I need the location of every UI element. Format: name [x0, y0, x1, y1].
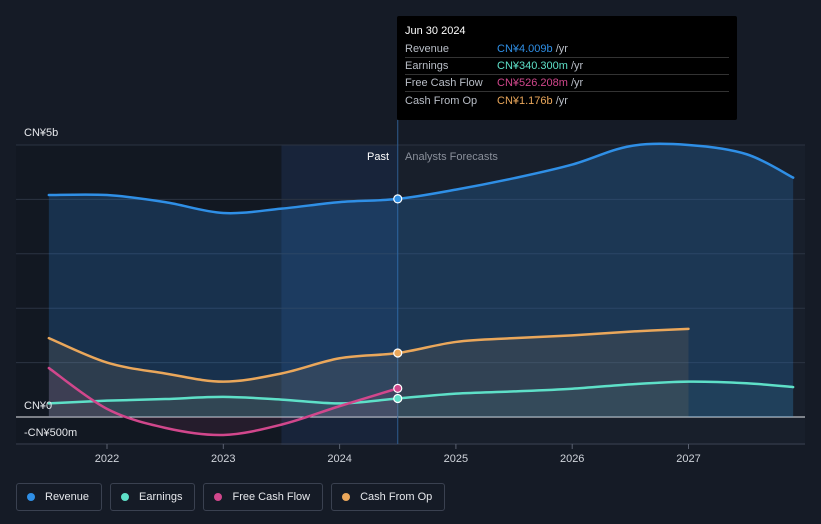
- x-tick-label: 2023: [211, 453, 235, 465]
- legend-item-earnings[interactable]: Earnings: [110, 483, 196, 511]
- free-cash-flow-marker: [393, 383, 403, 393]
- tooltip-label: Revenue: [405, 43, 450, 55]
- free-cash-flow-area: [48, 368, 398, 436]
- revenue-line: [47, 142, 795, 215]
- earnings-line: [47, 380, 795, 405]
- y-label-top: CN¥5b: [24, 127, 58, 139]
- legend-label: Cash From Op: [360, 491, 433, 503]
- tooltip-date: Jun 30 2024: [405, 25, 466, 37]
- forecast-label: Analysts Forecasts: [405, 151, 498, 163]
- past-label: Past: [367, 151, 389, 163]
- tooltip-row-fcf: Free Cash Flow CN¥526.208m /yr: [405, 74, 729, 92]
- x-tick-label: 2025: [444, 453, 468, 465]
- legend-item-cash-from-op[interactable]: Cash From Op: [331, 483, 446, 511]
- x-tick-label: 2024: [327, 453, 351, 465]
- legend-item-free-cash-flow[interactable]: Free Cash Flow: [203, 483, 324, 511]
- earnings-area: [48, 381, 794, 417]
- revenue-dot-icon: [27, 493, 35, 501]
- tooltip-row-revenue: Revenue CN¥4.009b /yr: [405, 40, 729, 58]
- cash-from-op-dot-icon: [342, 493, 351, 501]
- tooltip-row-cfo: Cash From Op CN¥1.176b /yr: [405, 92, 729, 109]
- legend: Revenue Earnings Free Cash Flow Cash Fro…: [16, 483, 446, 511]
- tooltip-row-earnings: Earnings CN¥340.300m /yr: [405, 57, 729, 75]
- y-label-zero: CN¥0: [24, 400, 52, 412]
- tooltip-value: CN¥526.208m /yr: [497, 77, 584, 89]
- legend-item-revenue[interactable]: Revenue: [16, 483, 103, 511]
- tooltip-value: CN¥1.176b /yr: [497, 95, 568, 107]
- tooltip-label: Earnings: [405, 60, 449, 72]
- earnings-dot-icon: [121, 493, 130, 501]
- tooltip-label: Free Cash Flow: [405, 77, 483, 89]
- x-tick-label: 2026: [560, 453, 584, 465]
- legend-label: Revenue: [45, 491, 90, 503]
- earnings-marker: [393, 393, 403, 404]
- tooltip-value: CN¥340.300m /yr: [497, 60, 584, 72]
- cash-from-op-line: [47, 327, 690, 383]
- free-cash-flow-line: [47, 366, 399, 437]
- free-cash-flow-dot-icon: [214, 493, 223, 501]
- cash-from-op-marker: [393, 348, 403, 358]
- x-tick-label: 2027: [676, 453, 700, 465]
- tooltip-label: Cash From Op: [405, 95, 478, 107]
- tooltip-value: CN¥4.009b /yr: [497, 43, 568, 55]
- x-tick-label: 2022: [95, 453, 119, 465]
- legend-label: Free Cash Flow: [232, 491, 311, 503]
- tooltip: Jun 30 2024 Revenue CN¥4.009b /yr Earnin…: [397, 16, 737, 120]
- legend-label: Earnings: [139, 491, 183, 503]
- forecast-region: [397, 145, 805, 445]
- revenue-area: [48, 143, 794, 418]
- revenue-marker: [393, 194, 403, 204]
- cash-from-op-area: [48, 328, 689, 417]
- y-label-negative: -CN¥500m: [24, 427, 77, 439]
